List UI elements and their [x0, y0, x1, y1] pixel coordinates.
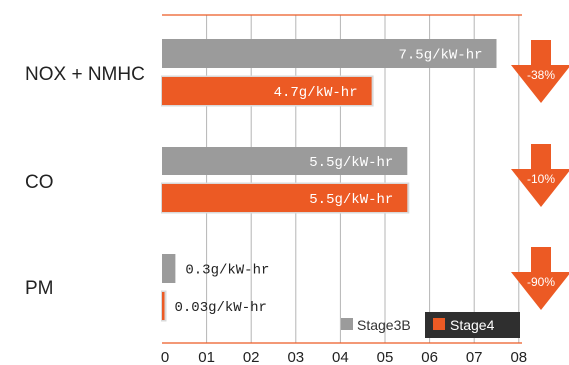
bar-value-label: 5.5g/kW-hr [309, 192, 393, 208]
reduction-arrows: -38% -10% -90% [511, 40, 569, 310]
x-tick-label: 01 [198, 349, 215, 365]
x-tick-label: 06 [421, 349, 438, 365]
bar-stage4-2 [162, 292, 165, 320]
category-label: NOX + NMHC [25, 64, 145, 85]
reduction-label: -10% [527, 172, 555, 186]
bar-value-label: 7.5g/kW-hr [398, 48, 482, 64]
bar-value-label: 0.3g/kW-hr [185, 263, 269, 279]
bars: 7.5g/kW-hr 5.5g/kW-hr 0.3g/kW-hr 4.7g/kW-hr… [161, 39, 497, 322]
x-tick-labels: 0 01 02 03 04 05 06 07 08 [161, 349, 527, 365]
x-tick-label: 04 [332, 349, 349, 365]
reduction-label: -90% [527, 275, 555, 289]
x-tick-label: 0 [161, 349, 169, 365]
bar-stage3b-2 [162, 254, 175, 283]
legend-swatch-stage3b [341, 318, 353, 330]
x-tick-label: 05 [377, 349, 394, 365]
legend-swatch-stage4 [433, 318, 445, 330]
bar-value-label: 5.5g/kW-hr [309, 155, 393, 171]
x-tick-label: 02 [243, 349, 260, 365]
bar-value-label: 0.03g/kW-hr [175, 300, 267, 316]
category-label: CO [25, 172, 54, 193]
x-tick-label: 07 [466, 349, 483, 365]
x-tick-label: 08 [510, 349, 527, 365]
x-tick-label: 03 [287, 349, 304, 365]
category-label: PM [25, 278, 54, 299]
legend: Stage3B Stage4 [341, 312, 520, 338]
legend-label-stage4: Stage4 [450, 317, 495, 333]
legend-label-stage3b: Stage3B [357, 317, 411, 333]
category-labels: NOX + NMHC CO PM [25, 64, 145, 299]
bar-value-label: 4.7g/kW-hr [274, 85, 358, 101]
reduction-label: -38% [527, 68, 555, 82]
